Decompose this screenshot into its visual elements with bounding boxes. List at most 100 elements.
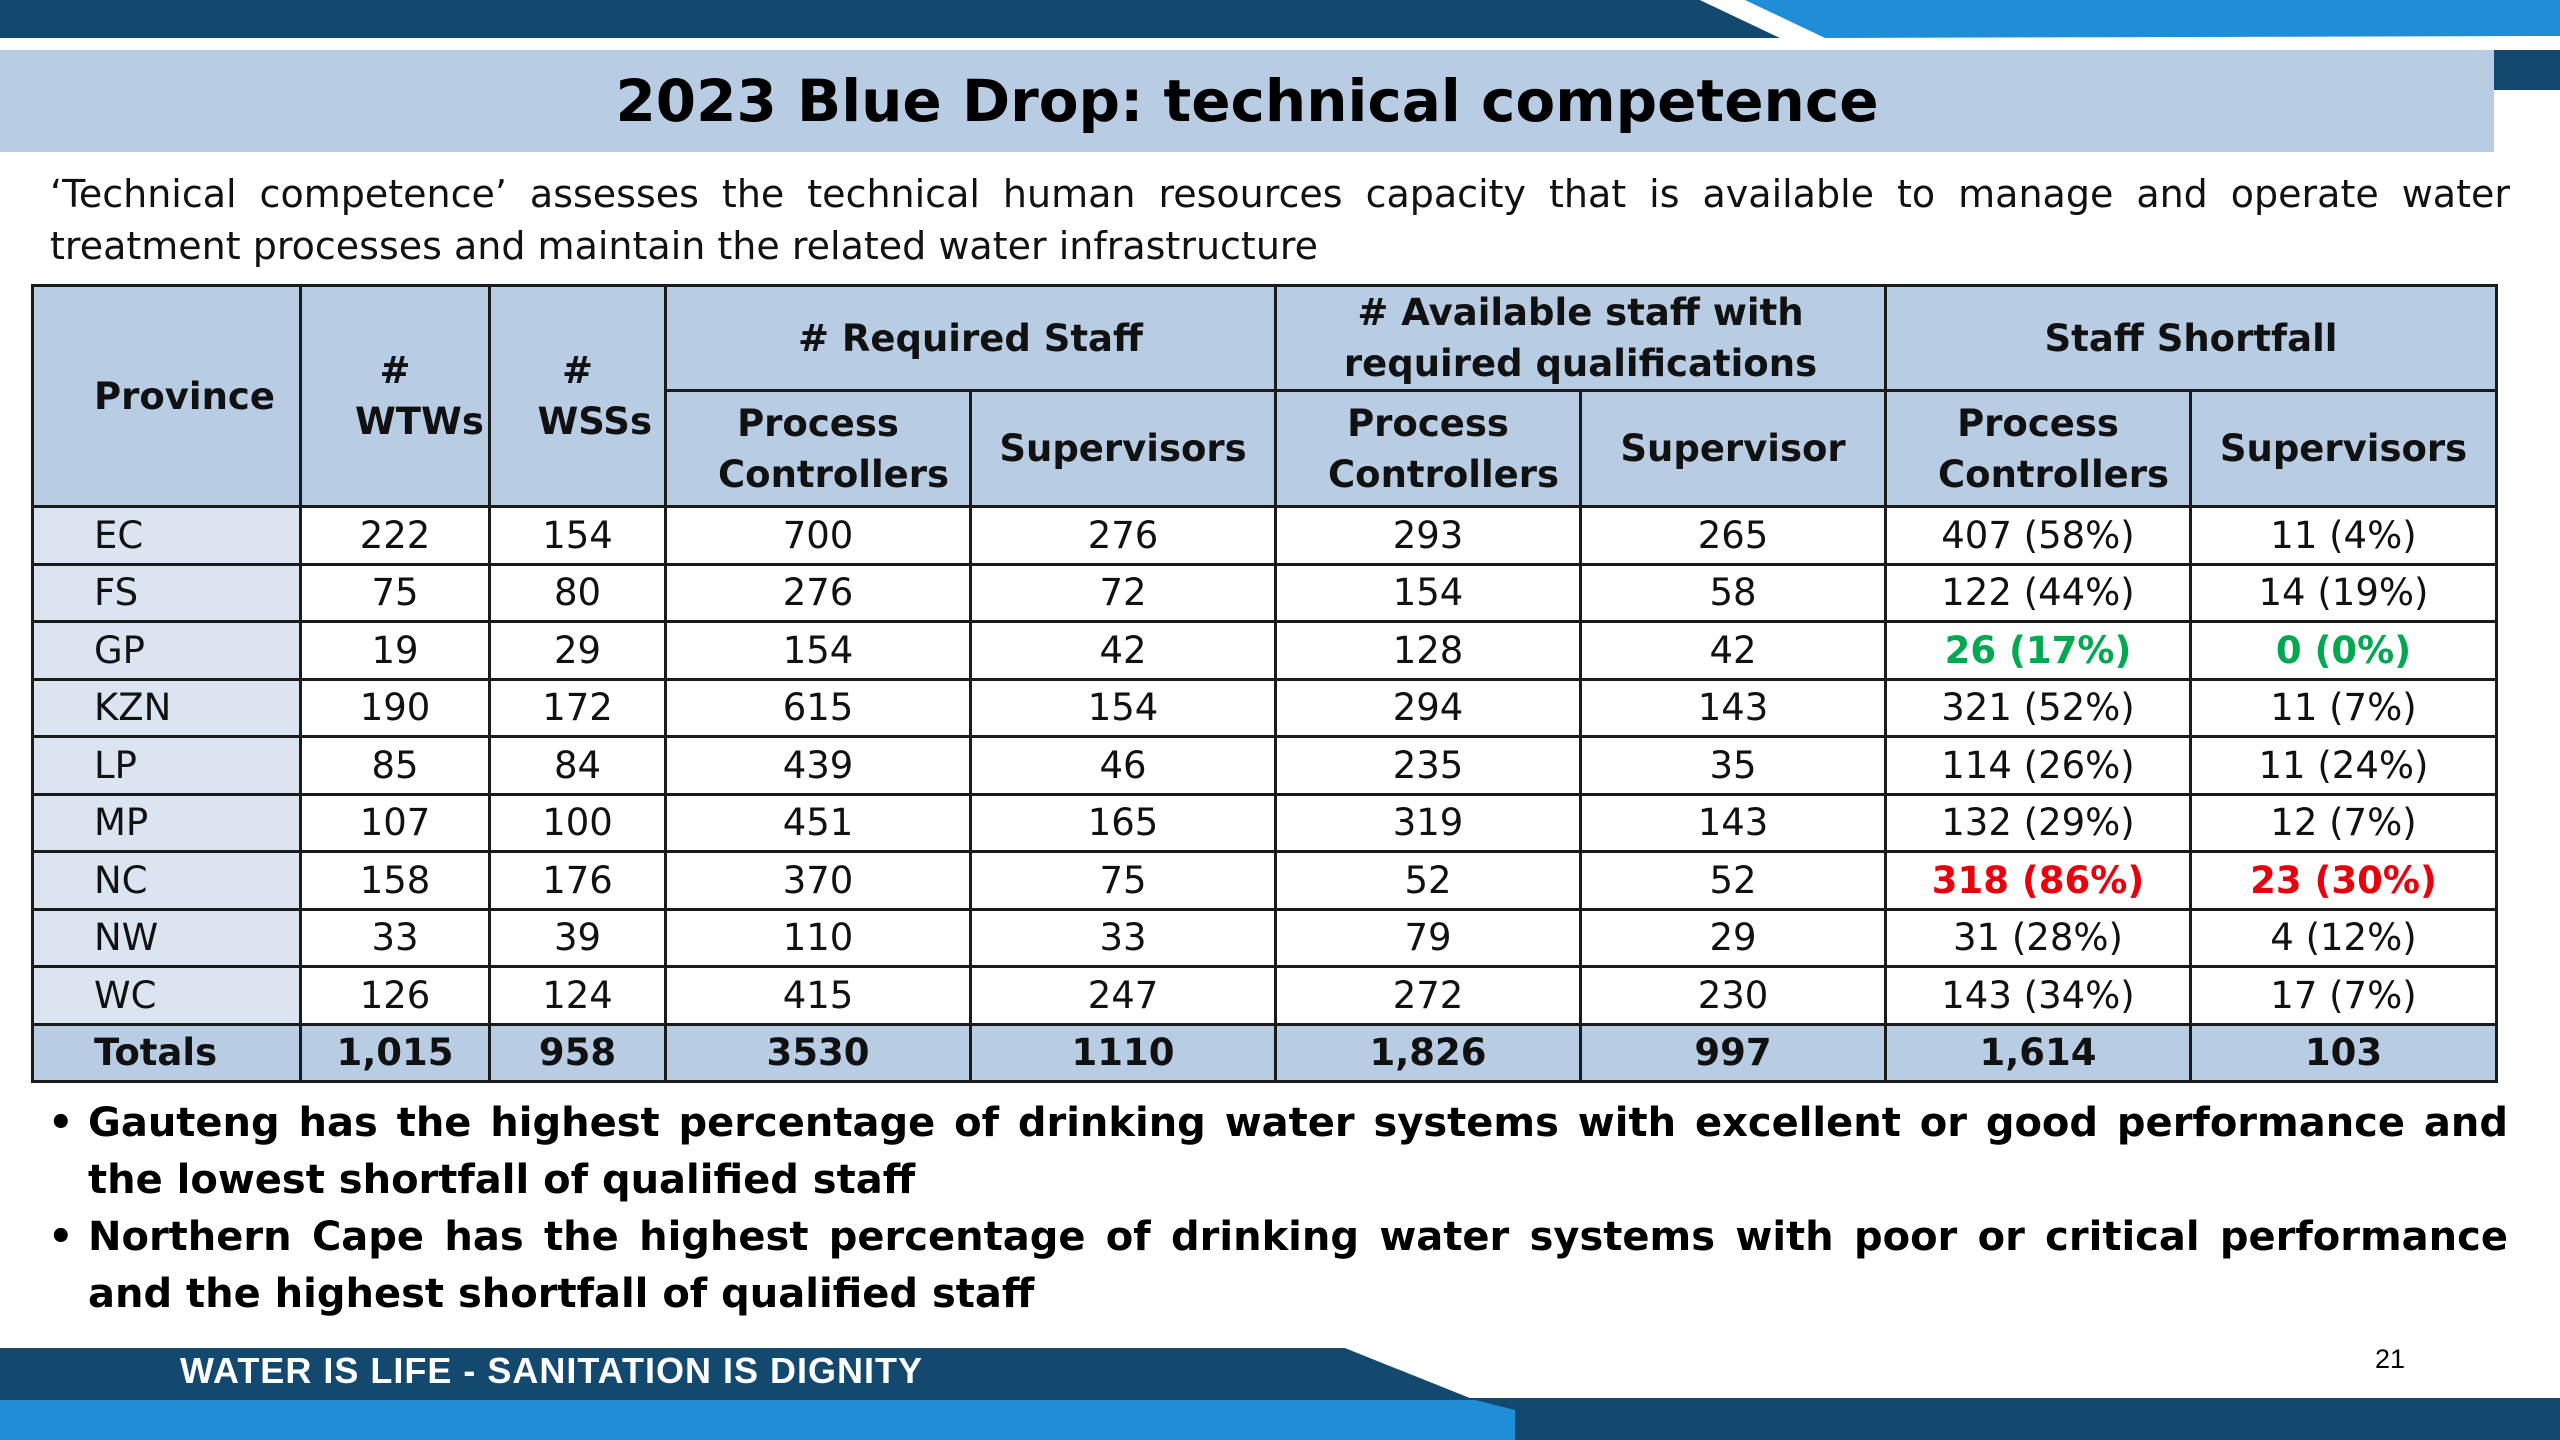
top-banner-decoration — [0, 0, 2560, 38]
cell-wtws: 19 — [299, 620, 491, 681]
cell-province: LP — [31, 735, 302, 796]
cell-available-sup: 52 — [1579, 850, 1887, 911]
table-row: EC 222 154 700 276 293 265 407 (58%) 11 … — [31, 505, 2498, 566]
cell-required-pc: 110 — [664, 907, 972, 968]
cell-shortfall-sup: 11 (24%) — [2189, 735, 2498, 796]
cell-province: NC — [31, 850, 302, 911]
table-row: LP 85 84 439 46 235 35 114 (26%) 11 (24%… — [31, 735, 2498, 796]
cell-shortfall-pc-worst: 318 (86%) — [1884, 850, 2192, 911]
cell-shortfall-pc: 132 (29%) — [1884, 792, 2192, 853]
table-row: WC 126 124 415 247 272 230 143 (34%) 17 … — [31, 965, 2498, 1026]
subheader-shortfall-process-controllers: Process Controllers — [1884, 389, 2192, 508]
cell-shortfall-pc: 122 (44%) — [1884, 562, 2192, 623]
subheader-available-supervisor: Supervisor — [1579, 389, 1887, 508]
header-staff-shortfall: Staff Shortfall — [1884, 284, 2498, 392]
total-required-pc: 3530 — [664, 1022, 972, 1083]
cell-shortfall-pc: 31 (28%) — [1884, 907, 2192, 968]
cell-required-pc: 615 — [664, 677, 972, 738]
table-row: NC 158 176 370 75 52 52 318 (86%) 23 (30… — [31, 850, 2498, 911]
bullet-text: Gauteng has the highest percentage of dr… — [88, 1100, 2508, 1203]
competence-table: Province # WTWs # WSSs # Required Staff … — [31, 284, 2498, 1083]
cell-wsss: 39 — [488, 907, 667, 968]
footer-banner-decoration — [0, 1348, 2560, 1440]
table-row: NW 33 39 110 33 79 29 31 (28%) 4 (12%) — [31, 907, 2498, 968]
cell-wtws: 85 — [299, 735, 491, 796]
cell-required-pc: 700 — [664, 505, 972, 566]
cell-available-pc: 79 — [1274, 907, 1582, 968]
total-required-sup: 1110 — [969, 1022, 1277, 1083]
cell-wtws: 158 — [299, 850, 491, 911]
cell-available-pc: 52 — [1274, 850, 1582, 911]
cell-shortfall-sup: 11 (4%) — [2189, 505, 2498, 566]
cell-wsss: 172 — [488, 677, 667, 738]
cell-wsss: 84 — [488, 735, 667, 796]
cell-wsss: 124 — [488, 965, 667, 1026]
cell-wsss: 154 — [488, 505, 667, 566]
cell-required-sup: 46 — [969, 735, 1277, 796]
cell-wtws: 33 — [299, 907, 491, 968]
page-number: 21 — [2375, 1344, 2406, 1374]
total-shortfall-sup: 103 — [2189, 1022, 2498, 1083]
cell-required-sup: 75 — [969, 850, 1277, 911]
cell-shortfall-pc: 407 (58%) — [1884, 505, 2192, 566]
cell-available-sup: 143 — [1579, 677, 1887, 738]
cell-province: EC — [31, 505, 302, 566]
cell-shortfall-sup-best: 0 (0%) — [2189, 620, 2498, 681]
cell-available-sup: 58 — [1579, 562, 1887, 623]
cell-required-pc: 276 — [664, 562, 972, 623]
totals-row: Totals 1,015 958 3530 1110 1,826 997 1,6… — [31, 1022, 2498, 1083]
cell-required-sup: 276 — [969, 505, 1277, 566]
cell-wsss: 80 — [488, 562, 667, 623]
bullet-item: • Northern Cape has the highest percentag… — [48, 1209, 2508, 1323]
cell-shortfall-pc: 114 (26%) — [1884, 735, 2192, 796]
cell-required-pc: 154 — [664, 620, 972, 681]
cell-wtws: 126 — [299, 965, 491, 1026]
cell-required-sup: 165 — [969, 792, 1277, 853]
page-title: 2023 Blue Drop: technical competence — [0, 50, 2494, 152]
header-wtws: # WTWs — [299, 284, 491, 508]
total-wtws: 1,015 — [299, 1022, 491, 1083]
cell-required-sup: 72 — [969, 562, 1277, 623]
header-required-staff: # Required Staff — [664, 284, 1277, 392]
cell-shortfall-sup-worst: 23 (30%) — [2189, 850, 2498, 911]
table-row: GP 19 29 154 42 128 42 26 (17%) 0 (0%) — [31, 620, 2498, 681]
title-tab-decoration — [2494, 50, 2560, 90]
cell-available-sup: 143 — [1579, 792, 1887, 853]
cell-available-sup: 230 — [1579, 965, 1887, 1026]
cell-shortfall-sup: 11 (7%) — [2189, 677, 2498, 738]
bullet-item: • Gauteng has the highest percentage of d… — [48, 1095, 2508, 1209]
table-row: FS 75 80 276 72 154 58 122 (44%) 14 (19%… — [31, 562, 2498, 623]
cell-available-pc: 154 — [1274, 562, 1582, 623]
cell-required-pc: 451 — [664, 792, 972, 853]
footer-slogan: WATER IS LIFE - SANITATION IS DIGNITY — [180, 1350, 923, 1391]
total-wsss: 958 — [488, 1022, 667, 1083]
cell-shortfall-sup: 4 (12%) — [2189, 907, 2498, 968]
cell-required-pc: 415 — [664, 965, 972, 1026]
header-province: Province — [31, 284, 302, 508]
cell-province: NW — [31, 907, 302, 968]
cell-shortfall-pc: 143 (34%) — [1884, 965, 2192, 1026]
header-wsss: # WSSs — [488, 284, 667, 508]
cell-available-sup: 29 — [1579, 907, 1887, 968]
bullet-text: Northern Cape has the highest percentage… — [88, 1214, 2508, 1317]
cell-wtws: 75 — [299, 562, 491, 623]
cell-province: WC — [31, 965, 302, 1026]
cell-required-sup: 247 — [969, 965, 1277, 1026]
cell-wsss: 100 — [488, 792, 667, 853]
cell-required-sup: 33 — [969, 907, 1277, 968]
cell-wsss: 176 — [488, 850, 667, 911]
cell-province: GP — [31, 620, 302, 681]
cell-required-sup: 42 — [969, 620, 1277, 681]
cell-available-sup: 265 — [1579, 505, 1887, 566]
cell-available-sup: 42 — [1579, 620, 1887, 681]
cell-required-pc: 439 — [664, 735, 972, 796]
cell-shortfall-pc: 321 (52%) — [1884, 677, 2192, 738]
bullet-icon: • — [48, 1100, 74, 1146]
subheader-required-process-controllers: Process Controllers — [664, 389, 972, 508]
cell-available-pc: 128 — [1274, 620, 1582, 681]
subheader-shortfall-supervisors: Supervisors — [2189, 389, 2498, 508]
cell-wtws: 222 — [299, 505, 491, 566]
cell-available-pc: 235 — [1274, 735, 1582, 796]
header-available-staff: # Available staff with required qualific… — [1274, 284, 1887, 392]
total-available-sup: 997 — [1579, 1022, 1887, 1083]
